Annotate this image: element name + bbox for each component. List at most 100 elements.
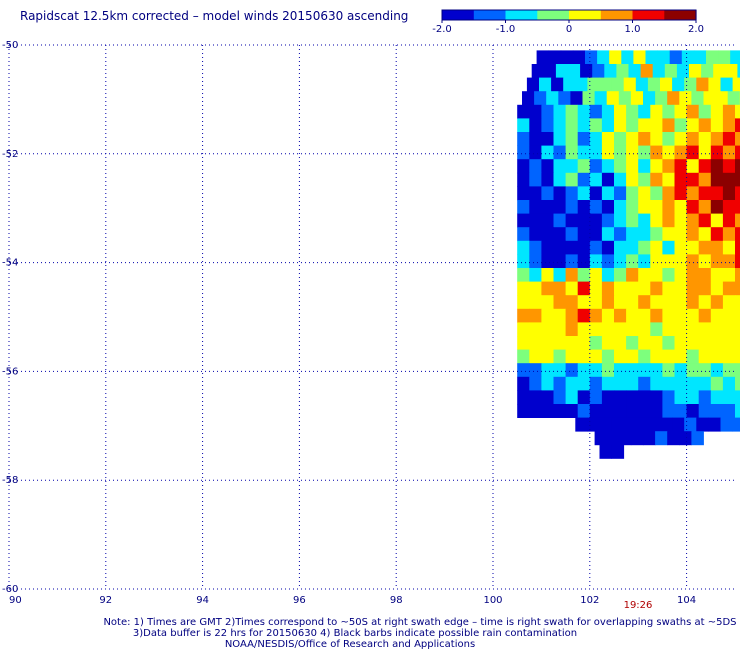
data-cell [722, 104, 736, 119]
data-cell [735, 200, 740, 214]
data-cell [674, 213, 687, 228]
data-cell [601, 295, 615, 310]
data-cell [618, 431, 632, 446]
data-cell [577, 104, 591, 119]
data-cell [587, 417, 600, 432]
data-cell [553, 404, 566, 418]
data-cell [662, 295, 675, 310]
data-cell [633, 50, 646, 65]
data-cell [541, 240, 554, 255]
data-cell [589, 295, 603, 310]
data-cell [575, 417, 588, 432]
data-cell [735, 254, 740, 269]
data-cell [735, 132, 740, 146]
data-cell [638, 281, 651, 296]
data-cell [735, 336, 740, 350]
data-cell [553, 281, 566, 296]
colorbar-swatch [505, 10, 538, 20]
data-cell [577, 268, 591, 282]
data-cell [689, 64, 702, 78]
data-cell [565, 349, 579, 364]
data-cell [686, 159, 700, 174]
data-cell [713, 64, 726, 78]
data-cell [626, 268, 639, 282]
data-cell [580, 64, 593, 78]
data-cell [643, 431, 656, 446]
data-cell [614, 159, 627, 174]
data-cell [722, 363, 736, 378]
data-cell [529, 376, 542, 391]
data-cell [674, 390, 687, 405]
data-cell [710, 336, 724, 350]
data-cell [650, 322, 663, 337]
data-cell [710, 322, 724, 337]
data-cell [650, 118, 663, 133]
data-cell [582, 91, 595, 106]
data-cell [626, 213, 639, 228]
data-cell [698, 145, 712, 160]
data-cell [735, 213, 740, 228]
data-cell [703, 91, 716, 106]
data-cell [577, 390, 591, 405]
data-cell [553, 308, 566, 323]
data-cell [722, 132, 736, 146]
data-cell [710, 295, 724, 310]
data-cell [722, 336, 736, 350]
note-line-1: Note: 1) Times are GMT 2)Times correspon… [103, 617, 736, 628]
x-tick-label: 92 [99, 595, 112, 606]
x-tick-label: 94 [196, 595, 209, 606]
data-cell [662, 376, 675, 391]
data-cell [696, 417, 709, 432]
data-cell [517, 200, 530, 214]
data-cell [565, 376, 579, 391]
data-cell [541, 132, 554, 146]
data-cell [618, 91, 632, 106]
data-cell [626, 281, 639, 296]
data-cell [594, 91, 608, 106]
data-cell [601, 186, 615, 201]
data-cell [589, 404, 603, 418]
data-cell [614, 145, 627, 160]
data-cell [529, 336, 542, 350]
data-cell [614, 172, 627, 187]
data-cell [623, 417, 637, 432]
data-cell [553, 186, 566, 201]
data-cell [698, 268, 712, 282]
data-cell [577, 376, 591, 391]
data-cell [652, 64, 666, 78]
data-cell [660, 417, 673, 432]
data-cell [614, 104, 627, 119]
data-cell [529, 404, 542, 418]
data-cell [655, 91, 668, 106]
data-cell [601, 159, 615, 174]
y-tick-label: -58 [2, 475, 18, 486]
data-cell [541, 336, 554, 350]
data-cell [674, 308, 687, 323]
data-cell [589, 213, 603, 228]
data-cell [722, 159, 736, 174]
data-cell [517, 404, 530, 418]
data-cell [526, 77, 540, 92]
data-cell [614, 322, 627, 337]
data-cell [686, 200, 700, 214]
data-cell [589, 349, 603, 364]
data-cell [710, 227, 724, 242]
colorbar-swatch [473, 10, 507, 20]
data-cell [674, 172, 687, 187]
data-cell [698, 172, 712, 187]
data-cell [679, 91, 692, 106]
colorbar-tick-label: -1.0 [496, 24, 516, 35]
data-cell [638, 363, 651, 378]
data-cell [710, 172, 724, 187]
data-cell [710, 240, 724, 255]
data-cell [626, 336, 639, 350]
colorbar-swatch [442, 10, 475, 20]
data-cell [553, 104, 566, 119]
data-cell [650, 132, 663, 146]
data-cell [722, 390, 736, 405]
data-cell [674, 145, 687, 160]
data-cell [553, 145, 566, 160]
data-cell [662, 254, 675, 269]
data-cell [541, 118, 554, 133]
data-cell [553, 349, 566, 364]
